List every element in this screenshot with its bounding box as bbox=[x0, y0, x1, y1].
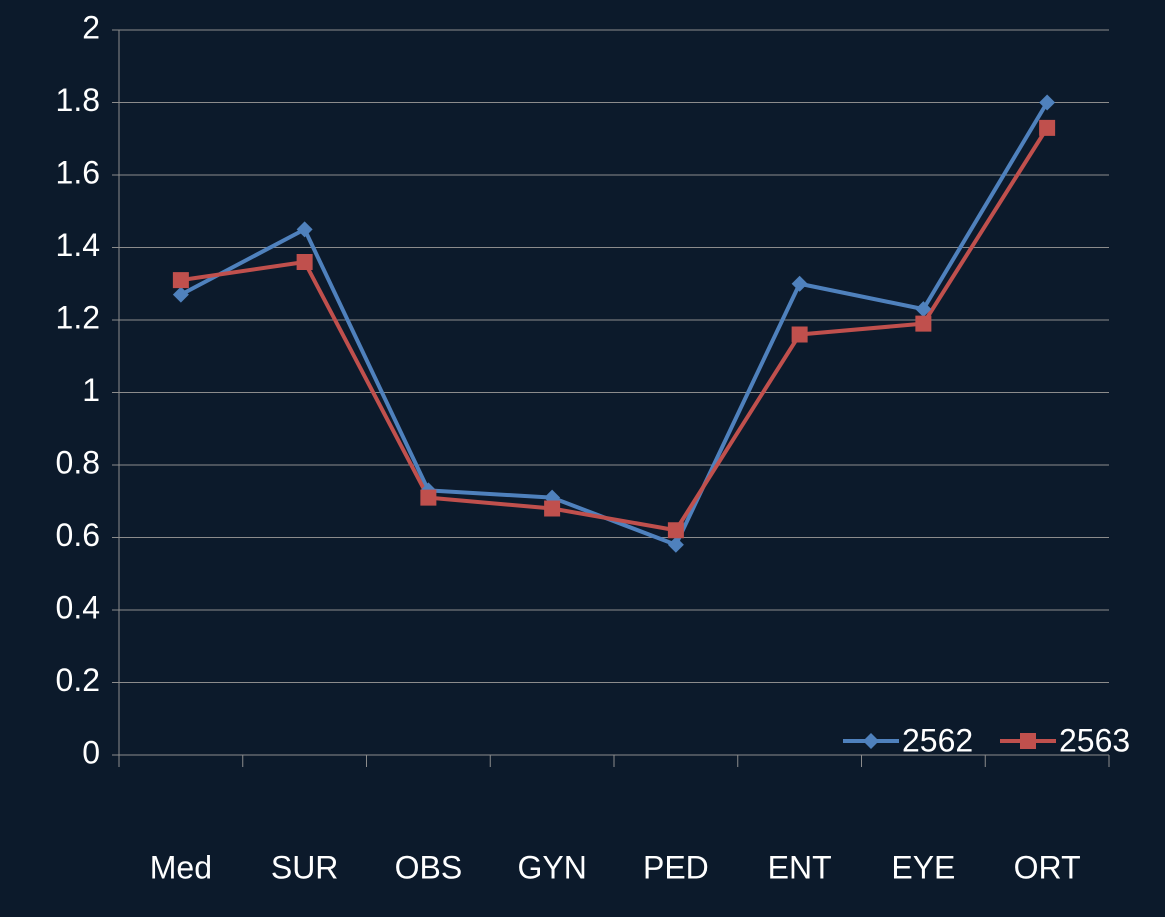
y-tick-label: 1.6 bbox=[56, 154, 100, 190]
y-tick-label: 1 bbox=[82, 372, 100, 408]
x-tick-label: GYN bbox=[517, 849, 586, 885]
data-point bbox=[544, 500, 561, 517]
x-tick-label: SUR bbox=[271, 849, 339, 885]
x-tick-label: EYE bbox=[891, 849, 955, 885]
data-point bbox=[1039, 94, 1056, 111]
x-tick-label: PED bbox=[643, 849, 709, 885]
x-tick-label: Med bbox=[150, 849, 212, 885]
data-point bbox=[172, 286, 189, 303]
legend-marker bbox=[1020, 733, 1036, 749]
data-point bbox=[915, 301, 932, 318]
data-point bbox=[420, 489, 437, 506]
data-point bbox=[172, 272, 189, 289]
legend-label: 2563 bbox=[1059, 722, 1130, 758]
x-tick-label: ENT bbox=[768, 849, 832, 885]
data-point bbox=[667, 522, 684, 539]
data-point bbox=[667, 536, 684, 553]
data-point bbox=[791, 275, 808, 292]
y-tick-label: 0 bbox=[82, 734, 100, 770]
y-tick-label: 0.4 bbox=[56, 589, 100, 625]
legend-label: 2562 bbox=[902, 722, 973, 758]
y-tick-label: 0.2 bbox=[56, 662, 100, 698]
legend-marker bbox=[863, 733, 879, 749]
x-tick-label: OBS bbox=[395, 849, 463, 885]
data-point bbox=[296, 221, 313, 238]
series-line bbox=[180, 126, 1049, 533]
data-point bbox=[915, 315, 932, 332]
data-point bbox=[296, 254, 313, 270]
y-tick-label: 1.2 bbox=[56, 299, 100, 335]
y-tick-label: 1.4 bbox=[56, 227, 100, 263]
x-tick-label: ORT bbox=[1014, 849, 1081, 885]
y-tick-label: 0.6 bbox=[56, 517, 100, 553]
y-tick-label: 2 bbox=[82, 9, 100, 45]
data-point bbox=[1039, 119, 1056, 136]
data-point bbox=[791, 326, 808, 343]
y-tick-label: 0.8 bbox=[56, 444, 100, 480]
y-tick-label: 1.8 bbox=[56, 82, 100, 118]
